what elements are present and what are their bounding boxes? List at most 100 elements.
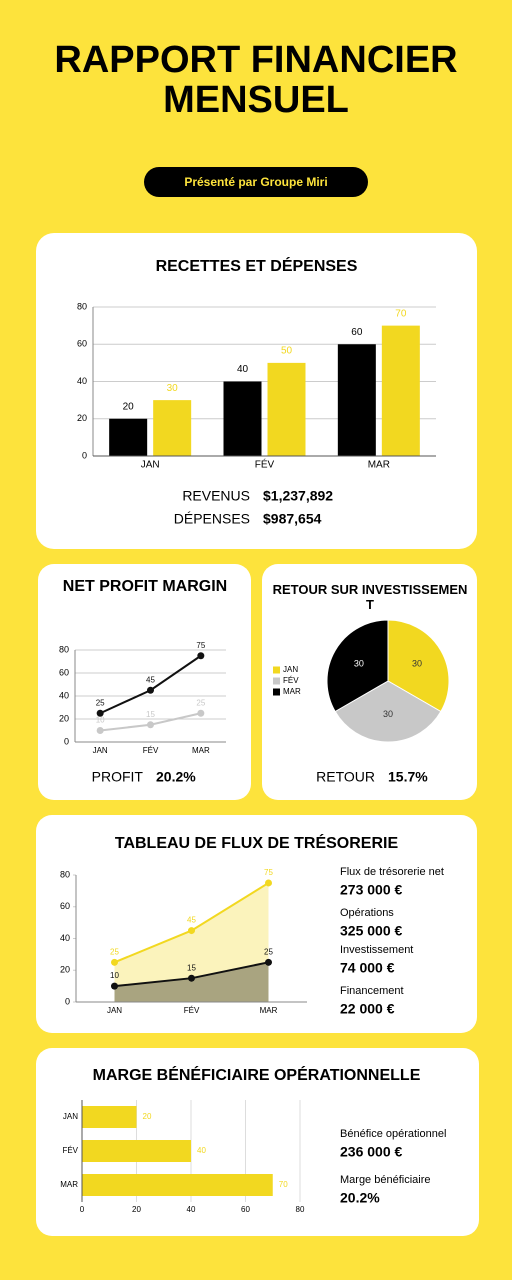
x-tick-label: 80 <box>296 1205 305 1214</box>
y-tick-label: MAR <box>60 1180 78 1189</box>
value-label: 15 <box>187 963 196 972</box>
point <box>188 927 195 935</box>
point <box>197 709 205 717</box>
report-title: RAPPORT FINANCIER MENSUEL <box>54 39 458 121</box>
value-label: 50 <box>281 346 293 357</box>
value-label: 75 <box>264 868 273 877</box>
card-title: NET PROFIT MARGIN <box>62 578 228 595</box>
value-label: 15 <box>146 710 155 719</box>
y-tick-label: 20 <box>60 965 70 975</box>
area <box>114 882 269 1002</box>
slice-label: 30 <box>354 659 364 669</box>
x-tick-label: 0 <box>80 1205 85 1214</box>
point <box>96 709 104 717</box>
x-tick-label: MAR <box>368 460 390 471</box>
point <box>147 686 154 694</box>
summary-label: DÉPENSES <box>174 511 250 527</box>
value-label: 10 <box>96 716 105 725</box>
bar <box>153 400 192 456</box>
value-label: 70 <box>395 308 407 319</box>
y-tick-label: 20 <box>59 713 69 723</box>
y-tick-label: 60 <box>77 339 87 349</box>
y-tick-label: JAN <box>63 1112 78 1121</box>
value-label: 40 <box>237 364 249 375</box>
bar <box>82 1174 273 1196</box>
value-label: 25 <box>264 947 273 956</box>
value-label: 45 <box>146 675 155 684</box>
slice-label: 30 <box>383 709 393 719</box>
summary-value: $1,237,892 <box>263 488 333 504</box>
y-tick-label: 40 <box>77 376 87 386</box>
legend-label: MAR <box>283 687 301 696</box>
summary-label: Marge bénéficiaire <box>340 1174 431 1186</box>
bar <box>82 1106 137 1128</box>
summary-value: 325 000 € <box>340 923 402 939</box>
value-label: 70 <box>279 1180 288 1189</box>
bar <box>337 344 376 456</box>
point <box>265 958 272 966</box>
slice-label: 30 <box>412 659 422 669</box>
x-tick-label: JAN <box>141 460 160 471</box>
y-tick-label: 0 <box>65 996 70 1006</box>
x-tick-label: 40 <box>187 1205 196 1214</box>
summary-value: 22 000 € <box>340 1001 395 1017</box>
summary-label: REVENUS <box>182 488 250 504</box>
card <box>38 564 251 800</box>
x-tick-label: FÉV <box>143 746 159 755</box>
y-tick-label: 80 <box>60 869 70 879</box>
bar <box>109 418 148 456</box>
x-tick-label: 20 <box>132 1205 141 1214</box>
y-tick-label: 0 <box>64 736 69 746</box>
area <box>114 962 269 1002</box>
value-label: 30 <box>167 383 179 394</box>
pie-slice <box>326 619 389 713</box>
summary-value: 273 000 € <box>340 882 402 898</box>
x-tick-label: JAN <box>107 1006 122 1015</box>
summary-label: Investissement <box>340 944 413 956</box>
value-label: 25 <box>96 698 105 707</box>
x-tick-label: FÉV <box>184 1006 200 1015</box>
summary-value: 20.2% <box>156 769 196 785</box>
y-tick-label: 40 <box>59 690 69 700</box>
point <box>111 982 118 990</box>
x-tick-label: MAR <box>192 746 210 755</box>
pie-slice <box>387 619 450 713</box>
x-tick-label: FÉV <box>255 458 275 471</box>
value-label: 75 <box>196 641 205 650</box>
y-tick-label: 60 <box>60 901 70 911</box>
x-tick-label: 60 <box>241 1205 250 1214</box>
summary-label: Bénéfice opérationnel <box>340 1128 446 1140</box>
x-tick-label: JAN <box>93 746 108 755</box>
summary-label: PROFIT <box>92 769 144 785</box>
y-tick-label: 0 <box>82 450 87 460</box>
card-title: MARGE BÉNÉFICIAIRE OPÉRATIONNELLE <box>92 1067 421 1084</box>
summary-value: 74 000 € <box>340 960 395 976</box>
bar <box>267 362 306 456</box>
summary-value: $987,654 <box>263 511 322 527</box>
bar <box>223 381 262 456</box>
value-label: 25 <box>196 698 205 707</box>
point <box>197 652 205 660</box>
legend-label: FÉV <box>283 676 299 685</box>
summary-label: Financement <box>340 985 404 997</box>
point <box>265 879 272 887</box>
summary-value: 236 000 € <box>340 1144 402 1160</box>
value-label: 20 <box>123 401 135 412</box>
y-tick-label: FÉV <box>62 1146 78 1155</box>
card-title: TABLEAU DE FLUX DE TRÉSORERIE <box>114 835 399 852</box>
y-tick-label: 80 <box>77 301 87 311</box>
point <box>96 727 104 734</box>
bar <box>381 325 420 456</box>
y-tick-label: 60 <box>59 667 69 677</box>
subtitle: Présenté par Groupe Miri <box>144 167 368 197</box>
card-title: RECETTES ET DÉPENSES <box>155 258 358 275</box>
legend-label: JAN <box>283 665 298 674</box>
summary-label: Flux de trésorerie net <box>340 866 444 878</box>
y-tick-label: 20 <box>77 413 87 423</box>
point <box>111 958 118 966</box>
value-label: 45 <box>187 916 196 925</box>
value-label: 40 <box>197 1146 206 1155</box>
y-tick-label: 40 <box>60 933 70 943</box>
